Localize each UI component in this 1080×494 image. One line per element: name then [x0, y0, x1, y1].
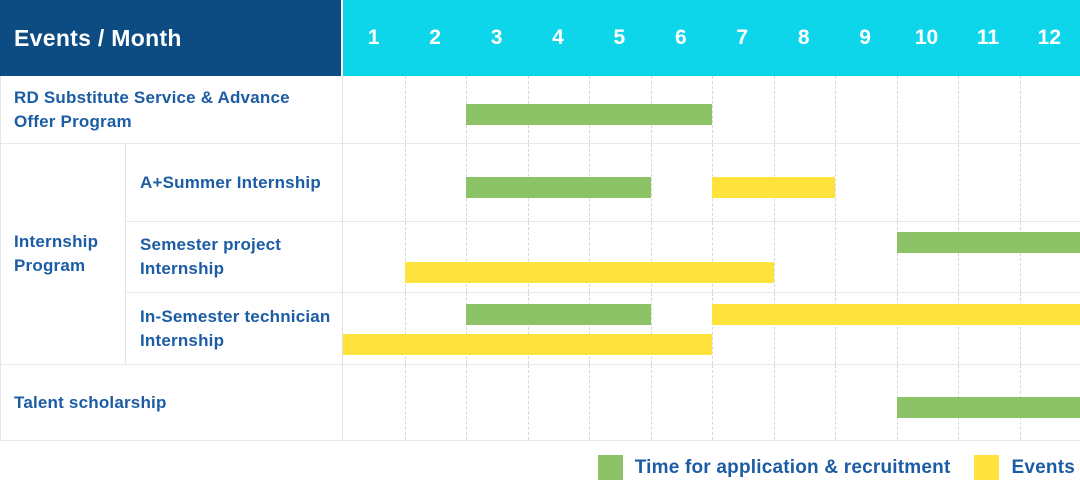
bar-application-recruitment	[896, 396, 1080, 418]
month-gridline	[835, 365, 836, 440]
row-label-in-semester-technician-internship: In-Semester technician Internship	[125, 293, 342, 365]
legend-swatch-green-icon	[597, 455, 623, 480]
legend: Time for application & recruitment Event…	[0, 441, 1080, 494]
month-gridline	[773, 365, 775, 440]
bar-event	[712, 303, 1080, 325]
bar-application-recruitment	[466, 303, 651, 325]
month-gridline	[650, 222, 652, 292]
month-gridline	[1019, 144, 1021, 221]
month-header-label: 8	[797, 26, 810, 49]
events-month-header-cell: Events / Month	[0, 0, 341, 76]
month-gridline	[1019, 76, 1021, 143]
month-gridline	[404, 76, 406, 143]
month-gridline	[650, 293, 652, 364]
month-gridline	[404, 144, 406, 221]
month-gridline	[1019, 293, 1021, 364]
month-gridline	[527, 365, 529, 440]
month-gridline	[896, 293, 898, 364]
legend-item-events: Events	[974, 455, 1075, 480]
month-header-label: 6	[674, 26, 687, 49]
month-gridline	[650, 365, 652, 440]
month-gridline	[712, 365, 713, 440]
chart-row-semester-project-internship	[342, 222, 1080, 293]
month-gridline	[835, 76, 836, 143]
legend-label-application-recruitment: Time for application & recruitment	[634, 456, 951, 478]
month-gridline	[589, 222, 590, 292]
month-gridline	[466, 293, 467, 364]
bar-event	[343, 333, 712, 355]
month-gridline	[896, 144, 898, 221]
month-gridline	[404, 222, 406, 292]
row-label-talent-scholarship: Talent scholarship	[1, 365, 342, 441]
month-header-label: 3	[490, 26, 503, 49]
chart-row-rd-substitute-service	[342, 76, 1080, 144]
month-header-label: 10	[914, 26, 939, 49]
month-gridline	[589, 365, 590, 440]
month-gridline	[1019, 222, 1021, 292]
row-label-a-plus-summer-internship: A+Summer Internship	[125, 144, 342, 222]
chart-row-a-plus-summer-internship	[342, 144, 1080, 222]
month-gridline	[958, 293, 959, 364]
month-gridline	[712, 293, 713, 364]
month-gridline	[404, 365, 406, 440]
month-gridline	[835, 293, 836, 364]
month-gridline	[773, 76, 775, 143]
month-gridline	[712, 76, 713, 143]
month-gridline	[404, 293, 406, 364]
month-gridline	[650, 144, 652, 221]
month-gridline	[773, 222, 775, 292]
month-gridline	[958, 222, 959, 292]
month-gridline	[896, 222, 898, 292]
chart-row-in-semester-technician-internship	[342, 293, 1080, 365]
month-header-label: 2	[429, 26, 441, 49]
bar-event	[712, 176, 835, 198]
events-table: Events / Month 1 2 3 4 5 6 7 8 9 10 11 12 RD Substi…	[0, 0, 1080, 441]
month-header-label: 5	[613, 26, 626, 49]
month-header-label: 11	[976, 26, 1000, 49]
month-gridline	[958, 76, 959, 143]
month-gridline	[527, 293, 529, 364]
month-header-row: 1 2 3 4 5 6 7 8 9 10 11 12	[341, 0, 1080, 76]
bar-application-recruitment	[466, 176, 651, 198]
month-header-label: 1	[367, 26, 380, 49]
bar-application-recruitment	[896, 232, 1080, 253]
month-header-label: 12	[1037, 26, 1062, 49]
month-header-label: 7	[736, 26, 749, 49]
month-header-label: 9	[859, 26, 871, 49]
month-gridline	[527, 222, 529, 292]
bar-application-recruitment	[466, 103, 712, 125]
group-label-internship-program: Internship Program	[1, 144, 125, 365]
month-gridline	[835, 222, 836, 292]
table-header-row: Events / Month 1 2 3 4 5 6 7 8 9 10 11 12	[0, 0, 1080, 76]
table-body: RD Substitute Service & Advance Offer Pr…	[0, 76, 1080, 441]
chart-row-talent-scholarship	[342, 365, 1080, 441]
month-gridline	[835, 144, 836, 221]
month-header-label: 4	[552, 26, 564, 49]
row-label-semester-project-internship: Semester project Internship	[125, 222, 342, 293]
legend-swatch-yellow-icon	[974, 455, 1000, 480]
row-label-rd-substitute-service: RD Substitute Service & Advance Offer Pr…	[1, 76, 342, 144]
month-gridline	[958, 144, 959, 221]
month-gridline	[712, 222, 713, 292]
month-gridline	[896, 76, 898, 143]
legend-label-events: Events	[1011, 456, 1075, 478]
month-gridline	[466, 222, 467, 292]
legend-item-application-recruitment: Time for application & recruitment	[597, 455, 951, 480]
month-gridline	[773, 293, 775, 364]
bar-event	[404, 262, 774, 283]
month-gridline	[589, 293, 590, 364]
month-gridline	[466, 365, 467, 440]
